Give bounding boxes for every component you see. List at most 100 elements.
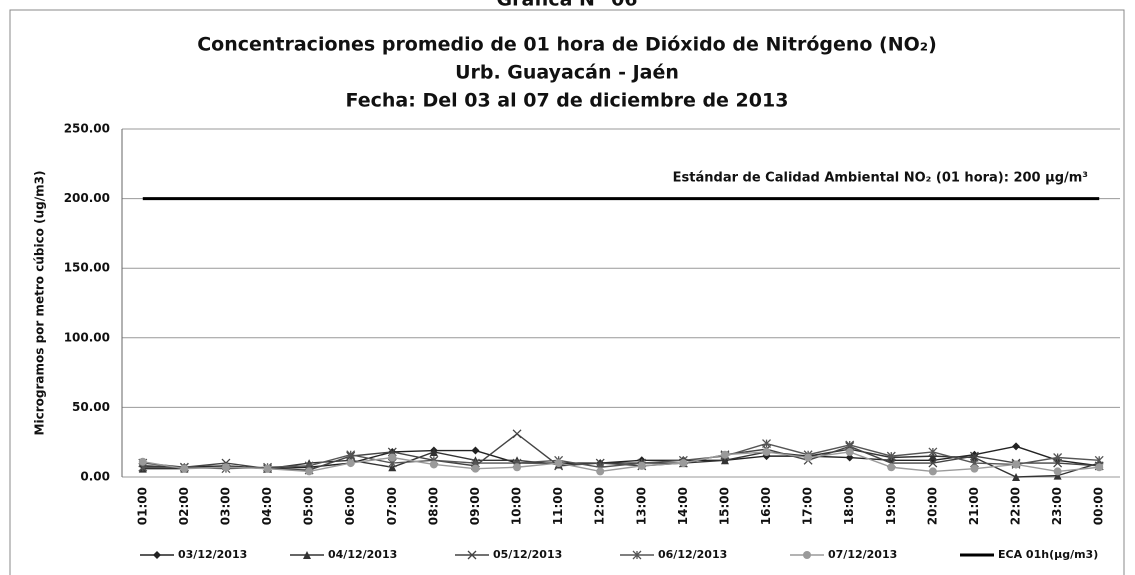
series-line	[142, 448, 1100, 478]
point	[928, 452, 937, 461]
point	[762, 439, 772, 449]
point	[970, 464, 979, 473]
point	[153, 551, 161, 559]
legend-item: 06/12/2013	[620, 548, 727, 561]
y-tick-label: 200.00	[64, 191, 110, 205]
x-tick-label: 07:00	[385, 487, 399, 525]
series-line	[142, 445, 1100, 470]
point	[305, 467, 314, 476]
point	[346, 459, 355, 468]
point	[429, 460, 438, 469]
y-tick-label: 150.00	[64, 261, 110, 275]
point	[1053, 467, 1062, 476]
point	[1094, 455, 1104, 465]
point	[886, 451, 896, 461]
legend-label: 07/12/2013	[828, 548, 897, 561]
y-tick-label: 100.00	[64, 330, 110, 344]
x-tick-label: 12:00	[593, 487, 607, 525]
series-line	[142, 451, 1100, 473]
x-tick-label: 18:00	[842, 487, 856, 525]
x-tick-label: 08:00	[426, 487, 440, 525]
x-tick-label: 23:00	[1050, 487, 1064, 525]
x-tick-label: 21:00	[967, 487, 981, 525]
x-tick-label: 19:00	[884, 487, 898, 525]
point	[720, 456, 729, 465]
point	[928, 467, 937, 476]
x-tick-label: 01:00	[135, 487, 149, 525]
point	[845, 453, 854, 462]
chart-subtitle: Urb. Guayacán - Jaén	[455, 62, 679, 84]
point	[512, 429, 522, 439]
y-tick-label: 0.00	[80, 470, 110, 484]
point	[1095, 463, 1104, 472]
x-tick-label: 15:00	[717, 487, 731, 525]
legend-item: 03/12/2013	[140, 548, 247, 561]
legend-item: 05/12/2013	[455, 548, 562, 561]
point	[1053, 471, 1062, 480]
legend-item: 04/12/2013	[290, 548, 397, 561]
x-tick-label: 09:00	[468, 487, 482, 525]
point	[1012, 442, 1021, 451]
x-tick-label: 02:00	[177, 487, 191, 525]
legend-item: 07/12/2013	[790, 548, 897, 561]
chart-subtitle: Fecha: Del 03 al 07 de diciembre de 2013	[346, 90, 789, 112]
point	[804, 453, 813, 462]
point	[1053, 453, 1063, 462]
point	[845, 447, 854, 456]
point	[263, 464, 272, 473]
y-tick-label: 50.00	[72, 400, 110, 414]
x-tick-label: 13:00	[634, 487, 648, 525]
x-tick-label: 06:00	[343, 487, 357, 525]
page-header: Gráfica N° 06	[496, 0, 637, 11]
point	[388, 463, 397, 472]
legend-label: 04/12/2013	[328, 548, 397, 561]
point	[471, 446, 480, 455]
point	[221, 463, 230, 472]
point	[928, 458, 938, 468]
x-tick-label: 22:00	[1009, 487, 1023, 525]
y-axis-label: Microgramos por metro cúbico (ug/m3)	[33, 171, 47, 436]
point	[845, 440, 855, 450]
point	[303, 551, 311, 559]
x-tick-label: 11:00	[551, 487, 565, 525]
point	[762, 447, 771, 456]
point	[471, 464, 480, 473]
point	[1012, 460, 1021, 469]
x-tick-label: 10:00	[510, 487, 524, 525]
annotation: Estándar de Calidad Ambiental NO₂ (01 ho…	[673, 171, 1088, 186]
series-line	[142, 442, 1100, 470]
point	[1012, 473, 1021, 481]
legend-label: 06/12/2013	[658, 548, 727, 561]
point	[970, 453, 979, 462]
x-tick-label: 20:00	[925, 487, 939, 525]
x-tick-label: 04:00	[260, 487, 274, 525]
point	[803, 551, 811, 559]
point	[632, 550, 642, 560]
y-tick-label: 250.00	[64, 122, 110, 136]
point	[513, 463, 522, 472]
point	[388, 453, 397, 462]
point	[467, 550, 477, 560]
x-tick-label: 00:00	[1092, 487, 1106, 525]
legend-label: 03/12/2013	[178, 548, 247, 561]
x-tick-label: 16:00	[759, 487, 773, 525]
point	[596, 467, 605, 476]
point	[595, 458, 605, 468]
x-tick-label: 17:00	[801, 487, 815, 525]
point	[429, 447, 438, 456]
chart-frame	[9, 9, 1125, 575]
x-tick-label: 03:00	[218, 487, 232, 525]
point	[969, 451, 979, 461]
point	[887, 463, 896, 472]
point	[554, 459, 563, 468]
point	[346, 450, 356, 460]
point	[138, 457, 147, 466]
point	[637, 461, 646, 470]
legend-label: ECA 01h(µg/m3)	[998, 548, 1098, 561]
legend-item: ECA 01h(µg/m3)	[960, 548, 1098, 561]
legend-label: 05/12/2013	[493, 548, 562, 561]
point	[679, 459, 688, 468]
point	[180, 464, 189, 473]
x-tick-label: 14:00	[676, 487, 690, 525]
